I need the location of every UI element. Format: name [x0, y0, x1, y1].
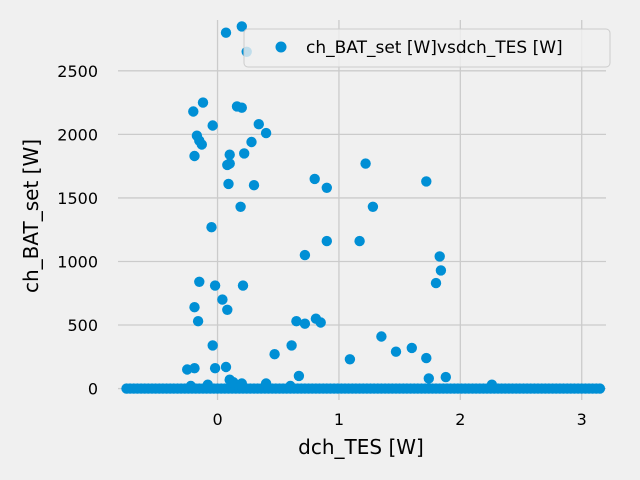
data-point — [321, 182, 332, 193]
y-tick-label: 500 — [67, 316, 98, 335]
tick-labels: 0 1 2 3 0 500 1000 1500 2000 2500 — [57, 62, 587, 429]
data-point — [239, 148, 250, 159]
data-point — [185, 380, 196, 392]
data-point — [188, 106, 199, 117]
data-point — [440, 371, 451, 383]
data-points — [121, 21, 606, 394]
data-point — [228, 377, 239, 388]
data-point — [207, 120, 218, 131]
data-point — [291, 316, 302, 327]
data-point — [224, 149, 235, 160]
data-point — [406, 342, 417, 354]
data-point — [197, 97, 209, 108]
data-point — [286, 340, 297, 351]
data-point — [220, 27, 232, 38]
data-point — [223, 178, 234, 190]
data-point — [285, 380, 296, 392]
legend-marker — [275, 41, 287, 53]
data-point — [253, 119, 264, 130]
data-point — [224, 158, 235, 169]
data-point — [423, 373, 434, 384]
data-point — [189, 302, 200, 313]
data-point — [236, 102, 247, 113]
grid — [118, 20, 606, 400]
data-point — [390, 346, 402, 357]
x-tick-label: 3 — [577, 410, 587, 429]
data-point — [207, 340, 218, 351]
data-point — [222, 304, 233, 315]
data-point — [189, 150, 200, 162]
y-axis-label: ch_BAT_set [W] — [19, 139, 43, 293]
data-point — [236, 378, 247, 389]
data-point — [486, 379, 498, 390]
data-point — [293, 370, 305, 382]
data-point — [376, 331, 387, 342]
data-point — [192, 316, 204, 327]
data-point — [182, 364, 193, 375]
data-point — [194, 276, 205, 287]
data-point — [220, 361, 232, 373]
data-point — [237, 280, 249, 291]
legend-entry-label: ch_BAT_set [W]vsdch_TES [W] — [306, 38, 563, 58]
x-tick-label: 1 — [334, 410, 344, 429]
x-tick-label: 0 — [212, 410, 222, 429]
data-point — [248, 180, 260, 191]
y-tick-label: 2500 — [57, 62, 98, 81]
legend: ch_BAT_set [W]vsdch_TES [W] — [243, 28, 611, 68]
data-point — [299, 318, 311, 329]
y-tick-label: 2000 — [57, 125, 98, 144]
data-point — [360, 158, 371, 169]
data-point — [246, 136, 257, 148]
data-point — [235, 201, 246, 212]
data-point — [299, 249, 311, 261]
data-point — [309, 173, 320, 185]
data-point — [344, 354, 356, 365]
data-point — [315, 317, 326, 328]
data-point — [321, 235, 332, 247]
y-tick-label: 0 — [88, 380, 98, 399]
data-point — [435, 265, 447, 276]
x-tick-label: 2 — [455, 410, 465, 429]
data-point — [260, 378, 272, 389]
legend-box — [243, 28, 611, 68]
data-point — [202, 379, 213, 390]
data-point — [594, 383, 606, 394]
y-tick-label: 1500 — [57, 189, 98, 208]
data-point — [260, 127, 272, 139]
data-point — [209, 280, 221, 291]
data-point — [196, 139, 207, 150]
data-point — [206, 222, 217, 233]
data-point — [421, 176, 432, 187]
data-point — [434, 251, 445, 262]
data-point — [269, 349, 280, 360]
data-point — [209, 363, 221, 374]
data-point — [217, 294, 228, 305]
data-point — [430, 277, 442, 289]
x-axis-label: dch_TES [W] — [298, 435, 424, 459]
data-point — [236, 21, 247, 32]
data-point — [367, 201, 379, 212]
data-point — [354, 235, 365, 247]
y-tick-label: 1000 — [57, 252, 98, 271]
data-point — [421, 352, 432, 364]
